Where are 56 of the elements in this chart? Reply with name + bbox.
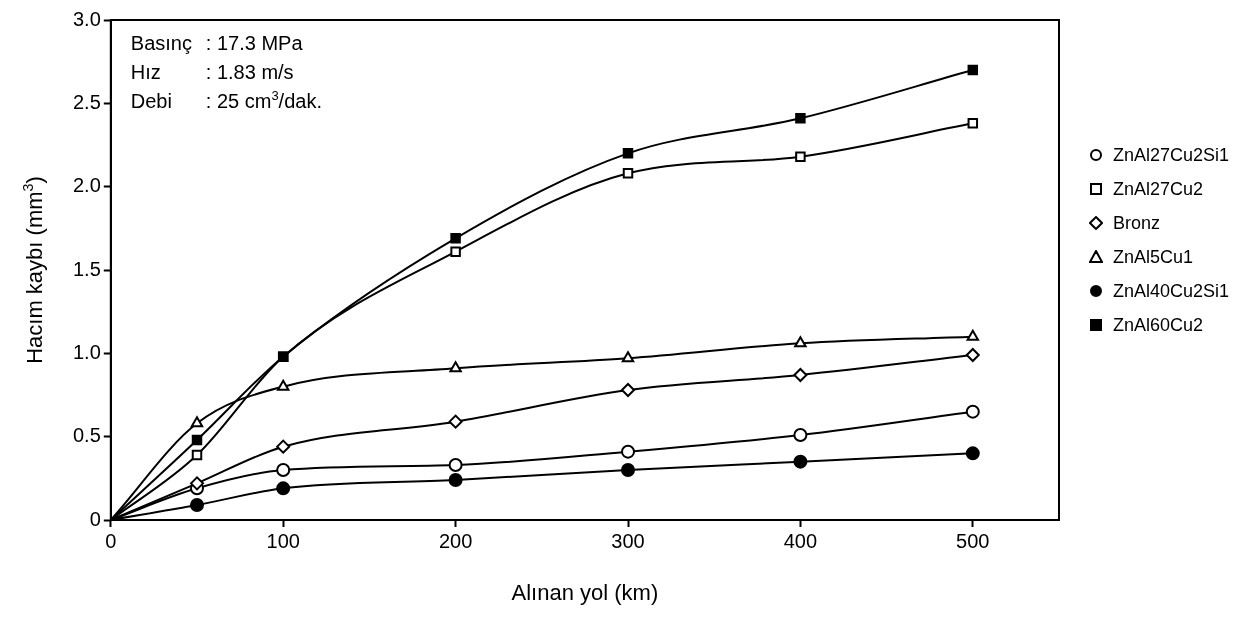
point — [190, 416, 204, 428]
legend-label: ZnAl40Cu2Si1 — [1113, 280, 1230, 302]
y-tick-label: 2.0 — [72, 174, 101, 197]
legend-label: ZnAl5Cu1 — [1113, 246, 1194, 268]
y-tick-label: 1.5 — [72, 257, 101, 280]
point — [965, 348, 980, 362]
point — [449, 361, 462, 373]
legend-label: Bronz — [1113, 212, 1161, 234]
point — [621, 351, 635, 363]
y-tick-label: 2.5 — [72, 90, 101, 113]
point — [793, 368, 808, 382]
point — [967, 64, 979, 76]
point — [276, 481, 291, 496]
point — [794, 336, 807, 348]
point — [190, 498, 204, 512]
point — [448, 414, 463, 429]
point — [450, 246, 461, 257]
x-tick-label: 100 — [266, 529, 300, 552]
point — [793, 428, 808, 442]
point — [965, 404, 980, 419]
legend-label: ZnAl27Cu2 — [1113, 178, 1204, 200]
point — [450, 233, 461, 244]
point — [622, 148, 634, 159]
point — [621, 383, 635, 397]
point — [966, 329, 979, 341]
point — [967, 118, 979, 129]
x-tick-label: 400 — [783, 529, 818, 552]
x-tick-label: 500 — [956, 529, 990, 552]
x-axis-title: Alınan yol (km) — [511, 580, 659, 605]
point — [793, 454, 808, 469]
y-tick-label: 3.0 — [72, 7, 101, 30]
y-tick-label: 0.5 — [72, 424, 101, 447]
point — [448, 458, 463, 472]
y-axis-title: Hacım kaybı (mm3) — [20, 176, 47, 364]
x-tick-label: 300 — [611, 529, 645, 552]
point — [621, 444, 635, 459]
point — [795, 151, 806, 162]
point — [191, 434, 203, 446]
point — [965, 446, 980, 461]
point — [276, 463, 291, 477]
y-tick-label: 1.0 — [72, 340, 101, 363]
x-tick-label: 200 — [438, 529, 473, 552]
annotation: Basınç : 17.3 MPa — [130, 32, 304, 54]
point — [622, 168, 634, 179]
point — [448, 473, 463, 487]
legend-label: ZnAl60Cu2 — [1113, 314, 1204, 336]
text: Hız : 1.83 m/s — [130, 61, 294, 83]
point — [621, 463, 635, 477]
legend-label: ZnAl27Cu2Si1 — [1113, 144, 1230, 166]
point — [277, 379, 290, 391]
point — [276, 439, 291, 454]
point — [795, 113, 806, 124]
x-tick-label: 0 — [105, 529, 117, 552]
point — [191, 449, 203, 461]
point — [190, 476, 204, 491]
y-tick-label: 0 — [89, 507, 101, 530]
